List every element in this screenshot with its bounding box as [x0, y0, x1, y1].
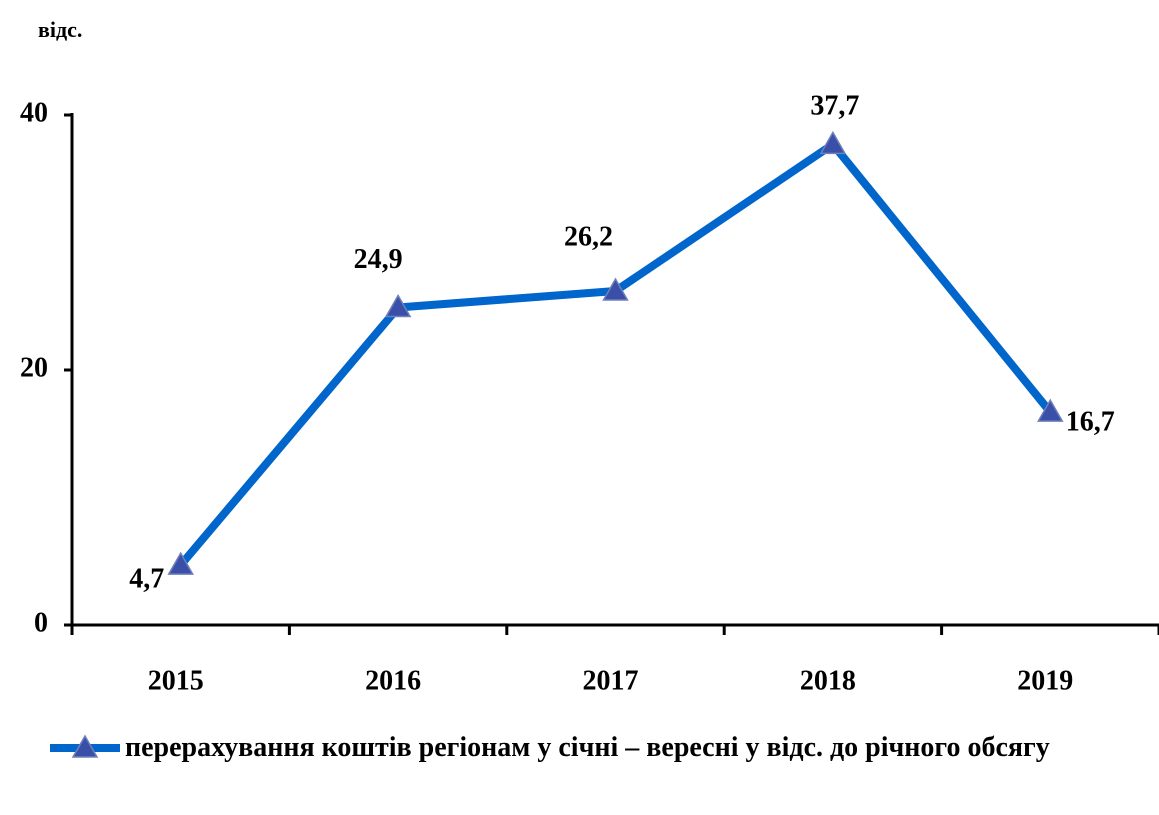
marker — [1037, 398, 1064, 422]
x-tick-label: 2018 — [800, 665, 856, 696]
marker — [167, 551, 194, 575]
data-label: 16,7 — [1066, 406, 1115, 437]
marker — [384, 294, 412, 318]
marker — [819, 130, 847, 155]
legend-label: перерахування коштів регіонам у січні – … — [125, 732, 1050, 763]
y-tick-label: 40 — [20, 97, 48, 128]
data-label: 26,2 — [564, 221, 613, 252]
x-tick-label: 2017 — [583, 665, 639, 696]
data-label: 24,9 — [354, 244, 403, 275]
data-label: 4,7 — [129, 563, 164, 594]
x-tick-label: 2016 — [365, 665, 421, 696]
marker — [602, 277, 629, 301]
y-tick-label: 0 — [34, 607, 48, 638]
x-tick-label: 2015 — [148, 665, 204, 696]
series-line — [177, 140, 1054, 568]
y-tick-label: 20 — [20, 352, 48, 383]
data-label: 37,7 — [810, 91, 859, 122]
legend-marker — [71, 734, 99, 758]
y-axis-label: відс. — [38, 17, 82, 42]
x-tick-label: 2019 — [1017, 665, 1073, 696]
